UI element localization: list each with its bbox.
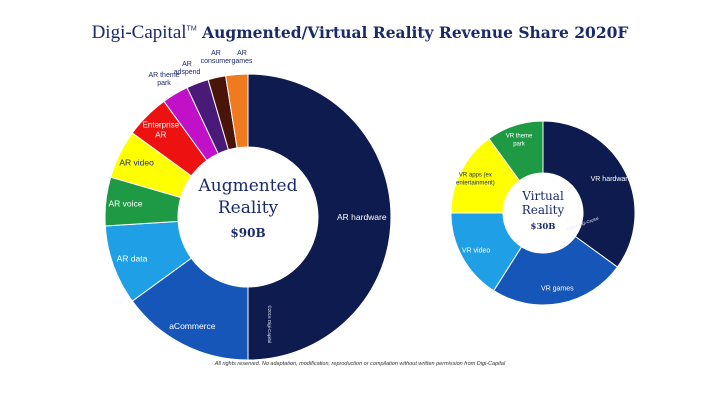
vr-donut: VR hardware VR games VR video VR apps (ex en… <box>450 120 636 306</box>
slice-label-ar-data: AR data <box>117 254 148 264</box>
ar-center-title-line: Reality <box>218 198 279 218</box>
slice-label-enterprise-ar: Enterprise AR <box>143 121 180 140</box>
slice-label-ar-games: AR games <box>231 50 253 65</box>
page-title: Digi-CapitalTM Augmented/Virtual Reality… <box>0 22 720 44</box>
slice-label-acommerce: aCommerce <box>169 321 216 331</box>
ar-watermark: ©2016 Digi-Capital <box>267 305 273 343</box>
slice-vr-theme-park <box>488 120 544 182</box>
copyright-notice: All rights reserved. No adaptation, modi… <box>214 361 506 367</box>
brand-logo: Digi-CapitalTM <box>91 22 197 43</box>
slice-label-ar-video: AR video <box>119 157 154 167</box>
ar-center-value: $90B <box>230 226 265 240</box>
slice-label-ar-theme-park: AR theme park <box>148 72 179 87</box>
slice-vr-games <box>493 235 619 306</box>
chart-title: Augmented/Virtual Reality Revenue Share … <box>202 23 629 42</box>
slice-label-vr-hardware: VR hardware <box>591 176 632 183</box>
slice-label-vr-theme-park: VR theme park <box>506 133 533 147</box>
slice-label-ar-hardware: AR hardware <box>337 212 387 222</box>
ar-donut-hole <box>178 147 318 287</box>
slice-label-ar-consumer: AR consumer <box>201 50 232 65</box>
slice-label-vr-apps-ex-entertainment: VR apps (ex entertainment) <box>456 173 495 187</box>
vr-center-title-line: Reality <box>522 203 565 217</box>
ar-donut: AR hardware aCommerce AR data AR voice AR vi… <box>104 50 392 361</box>
slice-label-vr-video: VR video <box>462 247 491 254</box>
ar-center-title-line: Augmented <box>197 176 297 196</box>
slice-ar-hardware <box>247 73 392 361</box>
vr-center-value: $30B <box>531 222 556 232</box>
slice-vr-hardware <box>542 120 636 268</box>
vr-center-title-line: Virtual <box>521 189 564 203</box>
slice-ar-games <box>225 73 249 149</box>
slice-label-ar-adspend: AR adspend <box>174 61 201 76</box>
slice-label-ar-voice: AR voice <box>108 198 142 208</box>
slice-label-vr-games: VR games <box>541 285 574 292</box>
vr-donut-hole <box>503 173 583 253</box>
